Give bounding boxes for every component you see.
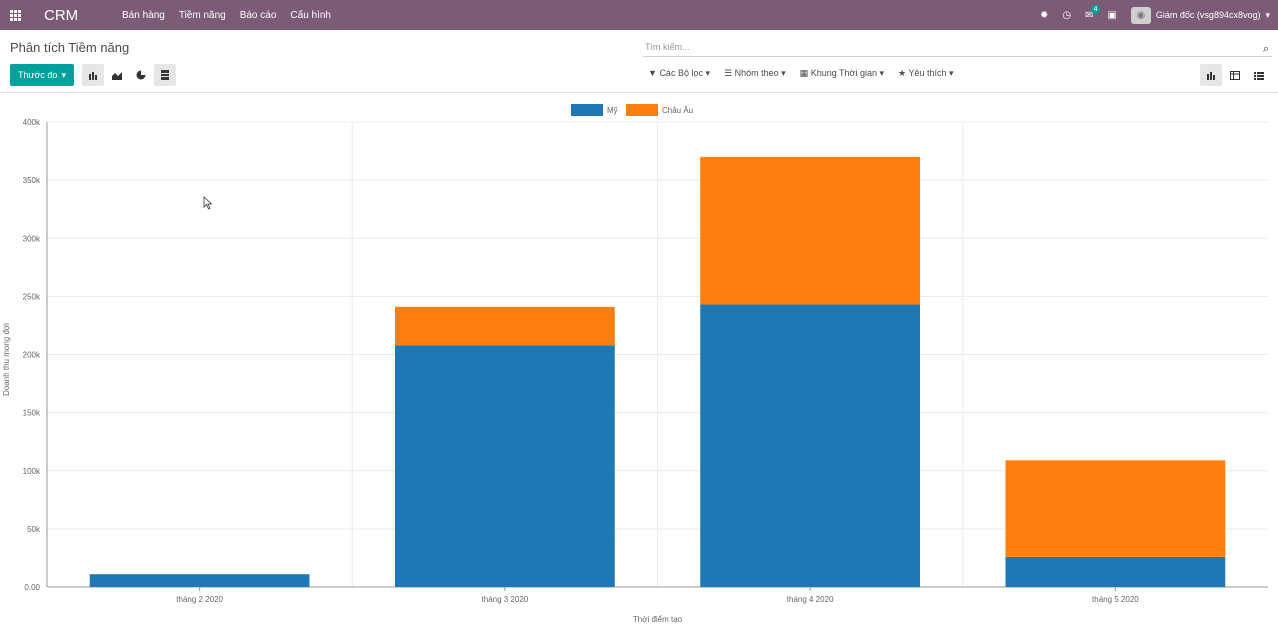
bar-my bbox=[394, 345, 615, 587]
graph-view-icon[interactable] bbox=[1200, 64, 1222, 86]
filter-icon: ▼ bbox=[648, 68, 657, 78]
x-tick-label: tháng 4 2020 bbox=[787, 595, 834, 604]
favorites-dropdown[interactable]: ★ Yêu thích ▾ bbox=[898, 68, 954, 78]
bar-chau-au bbox=[394, 306, 615, 346]
search-options: ▼ Các Bộ lọc ▾ ☰ Nhóm theo ▾ ▦ Khung Thờ… bbox=[648, 68, 954, 79]
filters-dropdown[interactable]: ▼ Các Bộ lọc ▾ bbox=[648, 68, 710, 78]
y-tick-label: 400k bbox=[23, 118, 41, 127]
menu-item-configuration[interactable]: Cấu hình bbox=[290, 9, 331, 21]
user-menu[interactable]: ◉ Giám đốc (vsg894cx8vog) ▾ bbox=[1130, 6, 1270, 24]
measures-button[interactable]: Thước đo ▾ bbox=[10, 64, 74, 86]
y-tick-label: 100k bbox=[23, 467, 41, 476]
y-tick-label: 150k bbox=[23, 409, 41, 418]
bar-chau-au bbox=[1005, 460, 1226, 557]
graph-mode-buttons bbox=[82, 64, 176, 86]
line-chart-mode-icon[interactable] bbox=[106, 64, 128, 86]
list-icon: ☰ bbox=[724, 68, 733, 78]
bar-my bbox=[89, 574, 310, 587]
menu-item-sales[interactable]: Bán hàng bbox=[122, 9, 165, 21]
y-tick-label: 300k bbox=[23, 234, 41, 243]
legend-swatch bbox=[571, 104, 603, 116]
top-navbar: CRM Bán hàng Tiềm năng Báo cáo Cấu hình … bbox=[0, 0, 1278, 30]
legend-swatch bbox=[626, 104, 658, 116]
bug-icon[interactable]: ✹ bbox=[1039, 9, 1049, 21]
x-tick-label: tháng 3 2020 bbox=[482, 595, 529, 604]
systray: ✹ ◷ ✉ 4 ▣ ◉ Giám đốc (vsg894cx8vog) ▾ bbox=[1040, 0, 1270, 30]
user-name: Giám đốc (vsg894cx8vog) bbox=[1155, 10, 1261, 20]
bar-chart: 0.00 50k 100k 150k 200k 250k 300k 350k 400k tháng… bbox=[2, 104, 1268, 624]
search-placeholder: Tìm kiếm... bbox=[645, 42, 690, 52]
messages-icon[interactable]: ✉ 4 bbox=[1085, 4, 1101, 21]
star-icon: ★ bbox=[898, 68, 907, 78]
clock-icon[interactable]: ◷ bbox=[1062, 9, 1072, 21]
y-tick-label: 200k bbox=[23, 351, 41, 360]
main-menu: Bán hàng Tiềm năng Báo cáo Cấu hình bbox=[122, 10, 331, 21]
search-input[interactable]: Tìm kiếm... ⌕ bbox=[643, 39, 1272, 57]
bar-my bbox=[1005, 556, 1226, 587]
group-by-dropdown[interactable]: ☰ Nhóm theo ▾ bbox=[724, 68, 786, 78]
caret-down-icon: ▾ bbox=[61, 69, 66, 80]
avatar: ◉ bbox=[1130, 6, 1151, 24]
time-range-label: Khung Thời gian bbox=[810, 68, 877, 78]
gift-icon[interactable]: ▣ bbox=[1107, 9, 1117, 21]
y-tick-label: 350k bbox=[23, 176, 41, 185]
y-axis-title: Doanh thu mong đợi bbox=[2, 323, 11, 396]
legend-label: Châu Âu bbox=[662, 106, 693, 115]
page-title: Phân tích Tiềm năng bbox=[10, 40, 130, 55]
apps-menu-icon[interactable] bbox=[0, 0, 30, 30]
x-tick-label: tháng 2 2020 bbox=[176, 595, 223, 604]
bar-chau-au bbox=[700, 156, 921, 305]
list-view-icon[interactable] bbox=[1248, 64, 1270, 86]
group-by-label: Nhóm theo bbox=[734, 68, 779, 78]
x-axis-title: Thời điểm tạo bbox=[633, 615, 683, 624]
caret-down-icon: ▾ bbox=[1265, 9, 1270, 20]
menu-item-leads[interactable]: Tiềm năng bbox=[178, 9, 226, 21]
bar-chart-mode-icon[interactable] bbox=[82, 64, 104, 86]
bar-my bbox=[700, 304, 921, 587]
mouse-cursor-icon bbox=[203, 196, 213, 210]
messages-badge: 4 bbox=[1090, 4, 1101, 14]
y-tick-label: 0.00 bbox=[24, 583, 40, 592]
app-name[interactable]: CRM bbox=[44, 6, 79, 24]
search-icon[interactable]: ⌕ bbox=[1262, 43, 1269, 55]
y-tick-label: 50k bbox=[27, 525, 41, 534]
pie-chart-mode-icon[interactable] bbox=[130, 64, 152, 86]
x-tick-label: tháng 5 2020 bbox=[1092, 595, 1139, 604]
filters-label: Các Bộ lọc bbox=[659, 68, 703, 78]
time-range-dropdown[interactable]: ▦ Khung Thời gian ▾ bbox=[799, 68, 885, 78]
favorites-label: Yêu thích bbox=[908, 68, 947, 78]
stacked-toggle-icon[interactable] bbox=[154, 64, 176, 86]
measures-label: Thước đo bbox=[18, 70, 58, 80]
menu-item-reporting[interactable]: Báo cáo bbox=[239, 9, 277, 21]
y-tick-label: 250k bbox=[23, 292, 41, 301]
control-panel: Phân tích Tiềm năng Tìm kiếm... ⌕ Thước … bbox=[0, 30, 1278, 93]
calendar-icon: ▦ bbox=[799, 68, 809, 78]
legend-label: Mỹ bbox=[607, 106, 618, 115]
pivot-view-icon[interactable] bbox=[1224, 64, 1246, 86]
graph-area: 0.00 50k 100k 150k 200k 250k 300k 350k 400k tháng… bbox=[0, 94, 1278, 628]
view-switcher bbox=[1200, 64, 1270, 86]
